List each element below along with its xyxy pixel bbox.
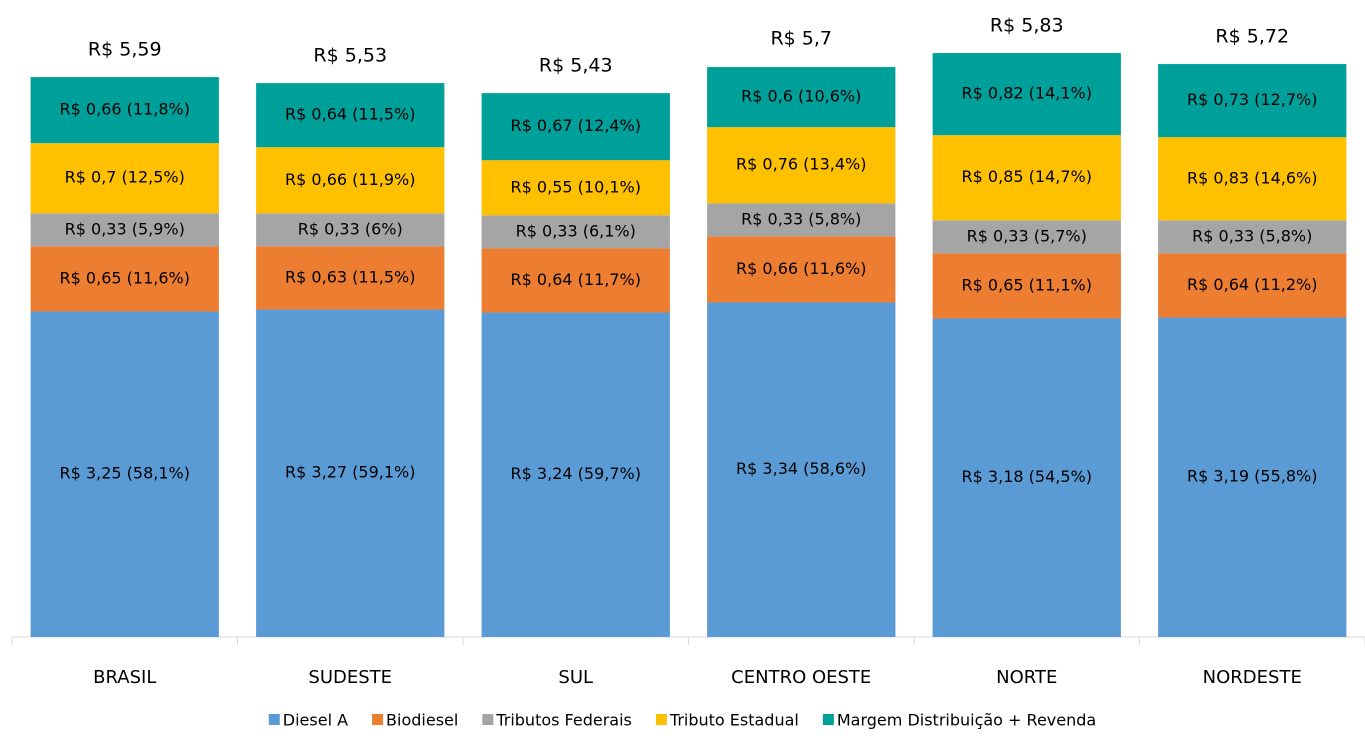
bar-segment bbox=[30, 246, 219, 312]
bar-segment bbox=[256, 213, 445, 247]
segment-label: R$ 0,66 (11,9%) bbox=[285, 170, 415, 189]
bar-segment bbox=[707, 203, 896, 237]
legend-swatch bbox=[372, 714, 384, 725]
total-label: R$ 5,83 bbox=[990, 15, 1064, 37]
legend-swatch bbox=[268, 714, 280, 725]
segment-label: R$ 0,6 (10,6%) bbox=[741, 87, 861, 106]
segment-label: R$ 0,63 (11,5%) bbox=[285, 267, 415, 286]
segment-label: R$ 3,19 (55,8%) bbox=[1187, 467, 1317, 486]
x-tick-label: SUL bbox=[558, 667, 593, 688]
segment-label: R$ 3,34 (58,6%) bbox=[736, 459, 866, 478]
bar-segment bbox=[1158, 137, 1347, 221]
segment-label: R$ 0,33 (5,8%) bbox=[741, 209, 861, 228]
legend-label: Tributos Federais bbox=[495, 711, 632, 730]
bar-segment bbox=[932, 53, 1121, 136]
legend-label: Biodiesel bbox=[386, 711, 458, 730]
bar-segment bbox=[256, 309, 445, 637]
bar-segment bbox=[1158, 64, 1347, 138]
bar-segment bbox=[707, 236, 896, 303]
segment-label: R$ 0,55 (10,1%) bbox=[511, 177, 641, 196]
bar-segment bbox=[256, 83, 445, 148]
segment-label: R$ 0,66 (11,6%) bbox=[736, 259, 866, 278]
bar-segment bbox=[707, 127, 896, 204]
legend-swatch bbox=[655, 714, 667, 725]
total-label: R$ 5,72 bbox=[1215, 26, 1289, 48]
legend-swatch bbox=[482, 714, 494, 725]
segment-label: R$ 3,27 (59,1%) bbox=[285, 463, 415, 482]
bar-segment bbox=[481, 215, 670, 249]
bar-segment bbox=[481, 93, 670, 161]
segment-label: R$ 0,64 (11,5%) bbox=[285, 105, 415, 124]
bar-segment bbox=[256, 246, 445, 310]
bar-segment bbox=[30, 213, 219, 247]
bar-segment bbox=[481, 312, 670, 637]
bar-segment bbox=[932, 253, 1121, 319]
x-tick-label: BRASIL bbox=[93, 667, 156, 688]
bar-segment bbox=[481, 160, 670, 216]
x-tick-label: SUDESTE bbox=[308, 667, 392, 688]
segment-label: R$ 0,67 (12,4%) bbox=[511, 116, 641, 135]
segment-label: R$ 0,33 (6,1%) bbox=[516, 221, 636, 240]
bar-segment bbox=[1158, 220, 1347, 254]
bar-segment bbox=[932, 135, 1121, 221]
bar-segment bbox=[932, 220, 1121, 254]
bar-segment bbox=[30, 143, 219, 214]
bar-segment bbox=[30, 77, 219, 144]
segment-label: R$ 0,82 (14,1%) bbox=[962, 84, 1092, 103]
segment-label: R$ 0,64 (11,2%) bbox=[1187, 275, 1317, 294]
bar-segment bbox=[1158, 253, 1347, 318]
total-label: R$ 5,7 bbox=[770, 28, 832, 50]
bar-segment bbox=[932, 318, 1121, 637]
total-label: R$ 5,53 bbox=[313, 45, 387, 67]
segment-label: R$ 3,25 (58,1%) bbox=[60, 464, 190, 483]
segment-label: R$ 0,83 (14,6%) bbox=[1187, 168, 1317, 187]
total-label: R$ 5,59 bbox=[88, 39, 162, 61]
x-tick-label: NORTE bbox=[996, 667, 1057, 688]
segment-label: R$ 0,33 (6%) bbox=[298, 219, 403, 238]
legend-label: Tributo Estadual bbox=[669, 711, 799, 730]
segment-label: R$ 0,73 (12,7%) bbox=[1187, 90, 1317, 109]
segment-label: R$ 0,33 (5,7%) bbox=[967, 226, 1087, 245]
bar-segment bbox=[707, 302, 896, 637]
legend-label: Margem Distribuição + Revenda bbox=[837, 711, 1096, 730]
segment-label: R$ 0,33 (5,8%) bbox=[1192, 226, 1312, 245]
bar-segment bbox=[30, 311, 219, 637]
segment-label: R$ 0,76 (13,4%) bbox=[736, 155, 866, 174]
x-tick-label: CENTRO OESTE bbox=[731, 667, 871, 688]
segment-label: R$ 0,65 (11,1%) bbox=[962, 275, 1092, 294]
segment-label: R$ 0,66 (11,8%) bbox=[60, 100, 190, 119]
segment-label: R$ 0,7 (12,5%) bbox=[65, 168, 185, 187]
bar-segment bbox=[256, 147, 445, 214]
segment-label: R$ 3,24 (59,7%) bbox=[511, 464, 641, 483]
segment-label: R$ 0,65 (11,6%) bbox=[60, 268, 190, 287]
legend-swatch bbox=[822, 714, 834, 725]
legend-label: Diesel A bbox=[283, 711, 348, 730]
bar-segment bbox=[707, 67, 896, 128]
bar-segment bbox=[1158, 317, 1347, 637]
segment-label: R$ 0,85 (14,7%) bbox=[962, 167, 1092, 186]
segment-label: R$ 3,18 (54,5%) bbox=[962, 467, 1092, 486]
total-label: R$ 5,43 bbox=[539, 55, 613, 77]
x-tick-label: NORDESTE bbox=[1203, 667, 1302, 688]
segment-label: R$ 0,64 (11,7%) bbox=[511, 270, 641, 289]
segment-label: R$ 0,33 (5,9%) bbox=[65, 219, 185, 238]
bar-segment bbox=[481, 248, 670, 313]
